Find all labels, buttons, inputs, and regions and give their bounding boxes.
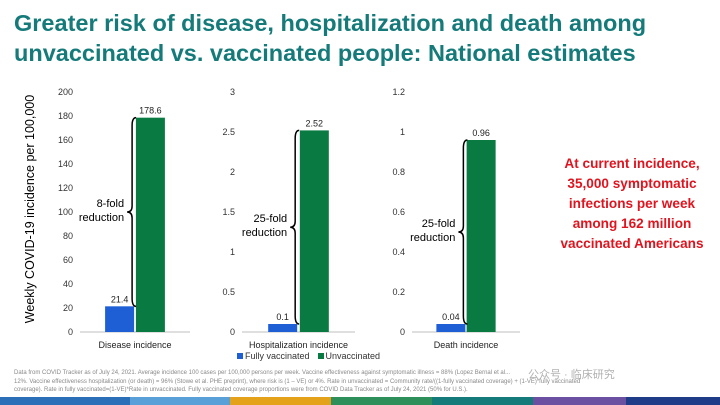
y-tick-label-0-8: 160 bbox=[58, 135, 73, 145]
y-tick-label-0-0: 0 bbox=[68, 327, 73, 337]
category-label-2: Death incidence bbox=[434, 340, 499, 350]
fold-annotation-0-1: reduction bbox=[79, 212, 124, 224]
bar-1-1 bbox=[299, 130, 329, 332]
bar-value-label-2-1: 0.96 bbox=[472, 128, 490, 138]
legend: Fully vaccinated Unvaccinated bbox=[237, 351, 380, 361]
fold-annotation-2-0: 25-fold bbox=[422, 218, 456, 230]
bar-value-label-1-0: 0.1 bbox=[276, 312, 289, 322]
y-tick-label-0-6: 120 bbox=[58, 183, 73, 193]
bar-value-label-2-0: 0.04 bbox=[442, 312, 460, 322]
y-tick-label-1-1: 0.5 bbox=[222, 287, 235, 297]
legend-item-unvaccinated: Unvaccinated bbox=[317, 351, 381, 361]
y-tick-label-2-5: 1 bbox=[400, 127, 405, 137]
y-tick-label-2-0: 0 bbox=[400, 327, 405, 337]
y-tick-label-2-4: 0.8 bbox=[392, 167, 405, 177]
fold-annotation-2-1: reduction bbox=[410, 232, 455, 244]
y-tick-label-0-9: 180 bbox=[58, 111, 73, 121]
y-tick-label-2-2: 0.4 bbox=[392, 247, 405, 257]
bar-0-1 bbox=[135, 117, 165, 333]
y-tick-label-0-3: 60 bbox=[63, 255, 73, 265]
bar-0-0 bbox=[105, 306, 135, 332]
title-line-2: unvaccinated vs. vaccinated people: Nati… bbox=[14, 40, 636, 66]
fold-brace-2 bbox=[458, 139, 468, 325]
y-tick-label-1-6: 3 bbox=[230, 87, 235, 97]
footnote-line-2: 12%. Vaccine effectiveness hospitalizati… bbox=[14, 378, 581, 385]
y-tick-label-2-6: 1.2 bbox=[392, 87, 405, 97]
fold-annotation-1-0: 25-fold bbox=[254, 213, 288, 225]
legend-label-vaccinated: Fully vaccinated bbox=[245, 351, 310, 361]
watermark: 公众号 · 临床研究 bbox=[528, 369, 615, 381]
y-tick-label-1-5: 2.5 bbox=[222, 127, 235, 137]
bar-value-label-0-1: 178.6 bbox=[139, 106, 162, 116]
legend-label-unvaccinated: Unvaccinated bbox=[325, 351, 381, 361]
y-tick-label-1-4: 2 bbox=[230, 167, 235, 177]
bar-1-0 bbox=[268, 324, 298, 332]
legend-swatch-vaccinated bbox=[237, 353, 243, 359]
y-tick-label-2-3: 0.6 bbox=[392, 207, 405, 217]
category-label-0: Disease incidence bbox=[98, 340, 171, 350]
y-tick-label-1-2: 1 bbox=[230, 247, 235, 257]
bottom-color-strip bbox=[0, 397, 720, 405]
y-tick-label-0-4: 80 bbox=[63, 231, 73, 241]
slide-title: Greater risk of disease, hospitalization… bbox=[14, 8, 704, 68]
footnote-line-3: coverage). Rate in fully vaccinated=(1-V… bbox=[14, 387, 468, 393]
y-tick-label-0-2: 40 bbox=[63, 279, 73, 289]
fold-brace-0 bbox=[127, 116, 137, 308]
bar-value-label-1-1: 2.52 bbox=[306, 118, 324, 128]
y-tick-label-1-0: 0 bbox=[230, 327, 235, 337]
fold-annotation-1-1: reduction bbox=[242, 227, 287, 239]
y-tick-label-1-3: 1.5 bbox=[222, 207, 235, 217]
fold-annotation-0-0: 8-fold bbox=[97, 198, 125, 210]
y-tick-label-0-10: 200 bbox=[58, 87, 73, 97]
y-tick-label-0-7: 140 bbox=[58, 159, 73, 169]
footnote: Data from COVID Tracker as of July 24, 2… bbox=[14, 369, 674, 395]
bar-2-0 bbox=[436, 324, 466, 332]
bar-2-1 bbox=[466, 140, 496, 332]
bar-value-label-0-0: 21.4 bbox=[111, 294, 129, 304]
incidence-note: At current incidence, 35,000 symptomatic… bbox=[560, 156, 704, 251]
title-line-1: Greater risk of disease, hospitalization… bbox=[14, 10, 647, 36]
fold-brace-1 bbox=[290, 129, 300, 325]
footnote-line-1: Data from COVID Tracker as of July 24, 2… bbox=[14, 370, 511, 376]
y-tick-label-2-1: 0.2 bbox=[392, 287, 405, 297]
y-tick-label-0-5: 100 bbox=[58, 207, 73, 217]
legend-item-vaccinated: Fully vaccinated bbox=[237, 351, 310, 361]
legend-swatch-unvaccinated bbox=[317, 353, 324, 359]
y-tick-label-0-1: 20 bbox=[63, 303, 73, 313]
category-label-1: Hospitalization incidence bbox=[249, 340, 348, 350]
